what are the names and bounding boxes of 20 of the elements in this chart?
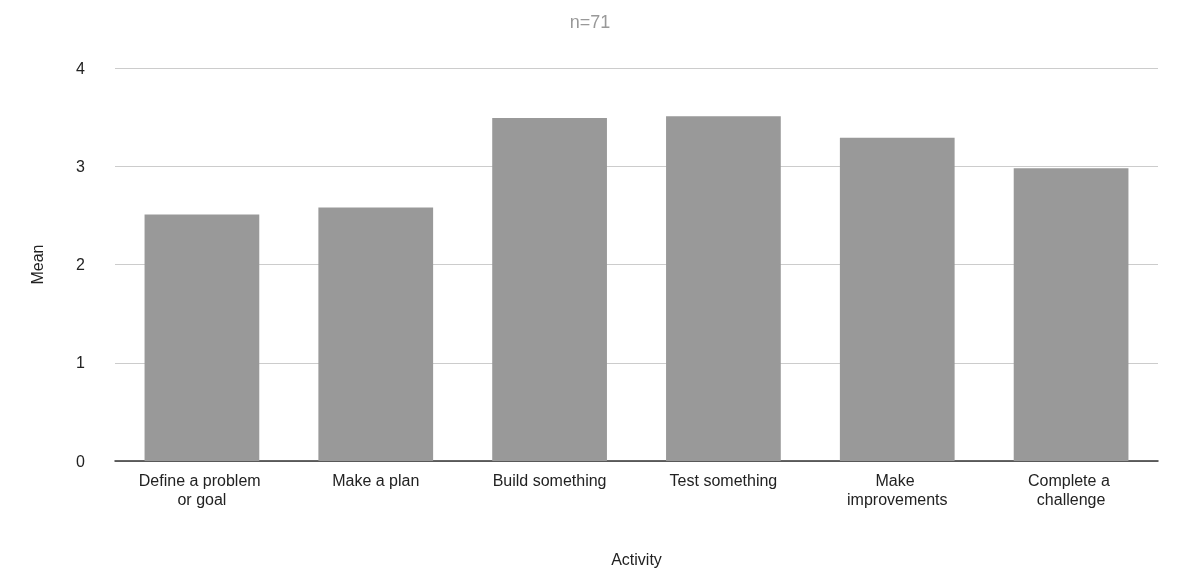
x-tick-label: Complete a challenge (1027, 472, 1115, 508)
chart-title: n=71 (569, 12, 611, 32)
y-tick-label: 0 (76, 452, 86, 470)
bar (666, 116, 781, 461)
x-tick-label: Make a plan (332, 472, 420, 489)
y-tick-label: 2 (76, 256, 86, 273)
y-tick-label: 3 (76, 157, 86, 175)
x-tick-label: Test something (669, 472, 778, 489)
x-tick-label: Build something (492, 472, 607, 489)
x-tick-label: Make improvements (847, 472, 948, 508)
bar (839, 137, 955, 461)
bar (318, 207, 434, 461)
bar (1013, 168, 1129, 461)
x-tick-label: Define a problem or goal (138, 472, 266, 508)
bar (144, 214, 260, 461)
y-tick-label: 1 (76, 354, 86, 372)
x-axis-title: Activity (611, 550, 662, 568)
y-axis-title: Mean (28, 244, 46, 285)
y-tick-label: 4 (76, 59, 86, 77)
bar (492, 118, 607, 461)
